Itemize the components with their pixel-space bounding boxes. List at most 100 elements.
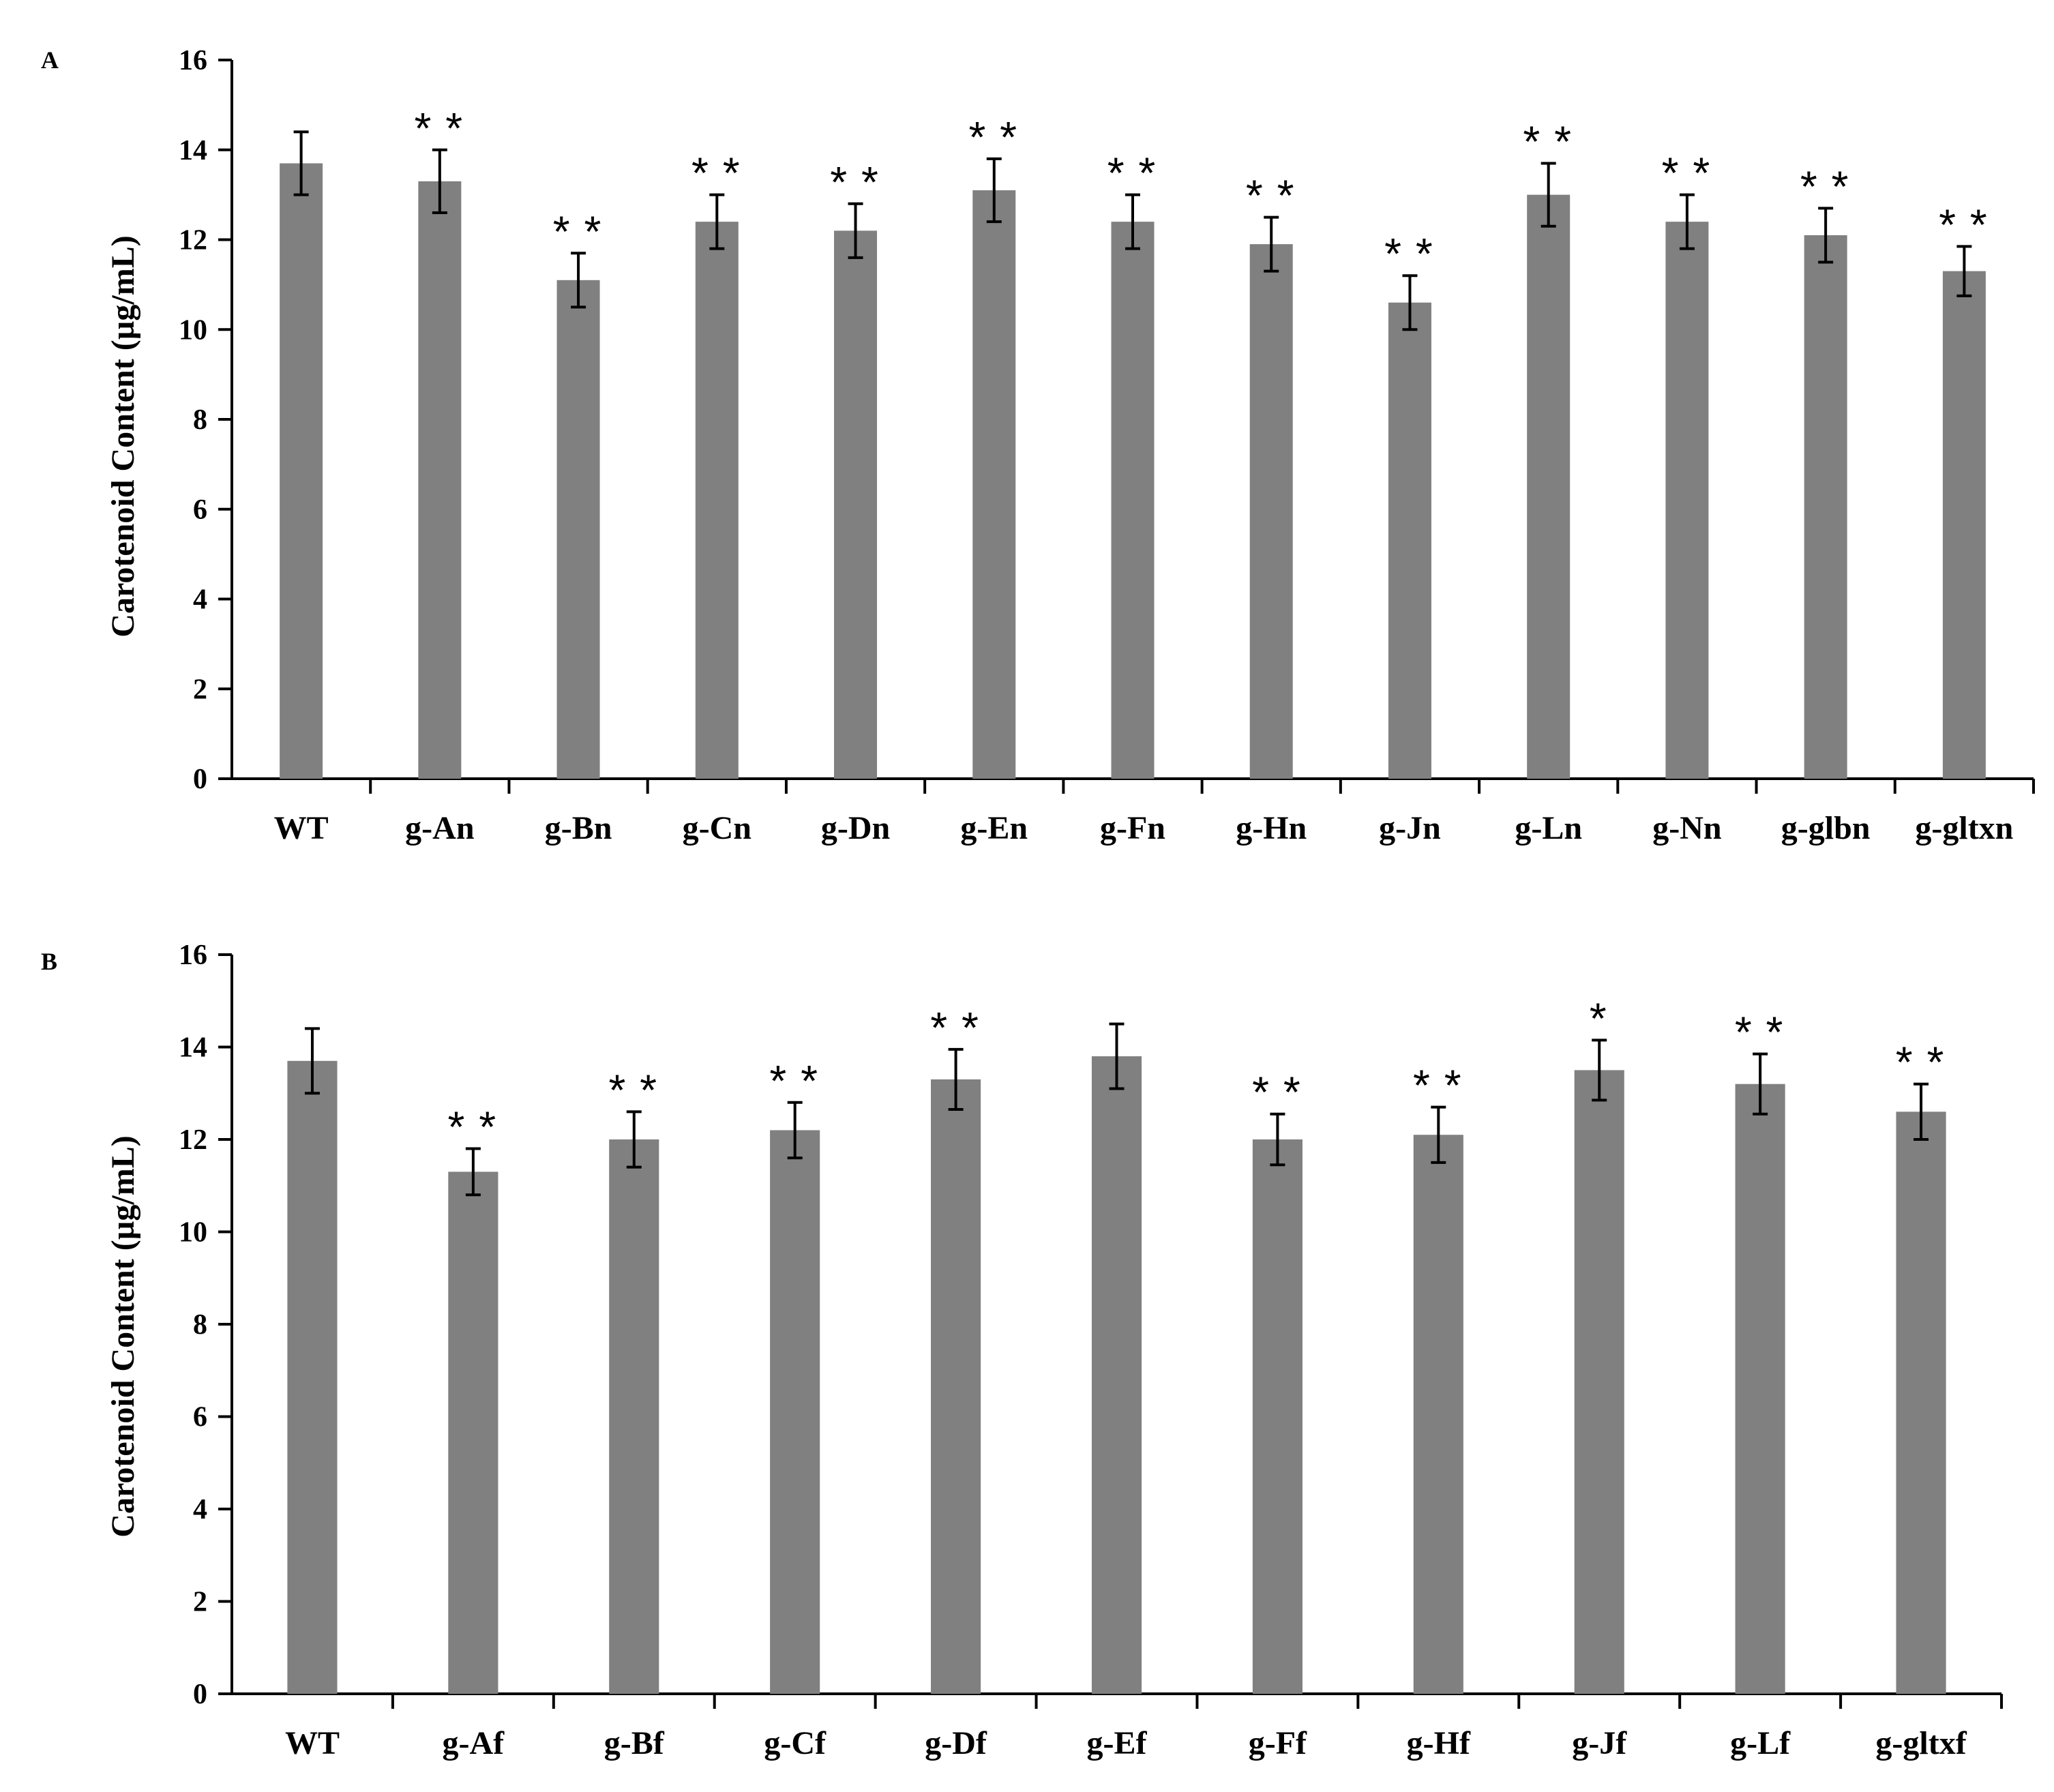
panel-a-bar-wt	[280, 163, 323, 779]
panel-a-error-bar-g-an	[432, 148, 447, 214]
panel-a-significance-g-jn: * *	[1384, 229, 1435, 278]
panel-a-y-tick-label: 16	[179, 45, 207, 76]
panel-a-bar-g-nn	[1665, 222, 1709, 779]
panel-a-bars	[280, 163, 1986, 779]
panel-a-error-bar-g-fn	[1125, 193, 1140, 250]
panel-b-x-label-wt: WT	[285, 1725, 340, 1761]
panel-a-significance-g-dn: * *	[830, 158, 881, 207]
panel-b-y-tick-label: 14	[179, 1032, 207, 1064]
panel-b-y-tick-label: 16	[179, 940, 207, 971]
panel-a-error-bar-g-en	[986, 157, 1002, 224]
panel-b-letter: B	[41, 948, 57, 975]
panel-b-error-bar-g-bf	[626, 1110, 642, 1169]
panel-b-bar-g-hf	[1413, 1135, 1463, 1694]
panel-b-error-bar-g-cf	[787, 1101, 803, 1160]
panel-b-y-axis-label: Carotenoid Content (µg/mL)	[105, 1135, 141, 1537]
panel-b-error-bar-g-hf	[1431, 1105, 1446, 1164]
panel-a-significance-marks: * * * * * * * * * * * * * * * * * * * * * * * *	[415, 104, 1990, 278]
panel-b-significance-marks: * * * * * * * * * * * * * * * * *	[448, 994, 1947, 1152]
panel-b-error-bar-wt	[304, 1027, 320, 1095]
panel-a-error-bar-g-ln	[1540, 162, 1556, 228]
panel-b-significance-g-af: * *	[448, 1103, 499, 1152]
panel-b-x-label-g-cf: g-Cf	[764, 1725, 827, 1761]
panel-a-y-axis-label: Carotenoid Content (µg/mL)	[105, 235, 141, 637]
panel-b-significance-g-hf: * *	[1413, 1061, 1464, 1110]
panel-b-significance-g-bf: * *	[608, 1065, 659, 1114]
panel-a-bar-g-gltxn	[1942, 271, 1986, 779]
panel-a-x-label-g-bn: g-Bn	[545, 810, 612, 846]
panel-b-significance-g-lf: * *	[1735, 1008, 1786, 1057]
panel-b-x-label-g-ff: g-Ff	[1249, 1725, 1307, 1761]
panel-a-x-label-g-glbn: g-glbn	[1781, 810, 1871, 846]
panel-b-bar-g-cf	[770, 1130, 820, 1694]
panel-b-x-label-g-df: g-Df	[925, 1725, 987, 1761]
panel-a-bar-g-bn	[556, 280, 600, 779]
panel-b-y-ticks: 0 2 4 6 8 10 12 14 16	[179, 940, 232, 1710]
panel-a-x-label-g-dn: g-Dn	[821, 810, 890, 846]
panel-a-y-tick-label: 0	[193, 764, 207, 795]
panel-a-error-bar-g-glbn	[1818, 207, 1834, 264]
panel-b-significance-g-cf: * *	[769, 1056, 820, 1105]
panel-a-x-label-g-ln: g-Ln	[1515, 810, 1582, 846]
panel-b-y-tick-label: 8	[193, 1309, 207, 1341]
panel-b-significance-g-jf: *	[1590, 994, 1609, 1043]
panel-b-x-labels: WT g-Af g-Bf g-Cf g-Df g-Ef g-Ff g-Hf g-Jf g-Lf g-…	[285, 1725, 1967, 1761]
panel-b-y-tick-label: 0	[193, 1679, 207, 1710]
panel-a-bar-g-cn	[695, 222, 739, 779]
panel-b-bar-g-gltxf	[1896, 1111, 1946, 1694]
panel-a-error-bar-g-bn	[571, 252, 586, 309]
panel-b-x-label-g-lf: g-Lf	[1730, 1725, 1791, 1761]
panel-b-y-tick-label: 10	[179, 1217, 207, 1249]
panel-a-significance-g-gltxn: * *	[1939, 200, 1990, 249]
panel-a-x-label-g-fn: g-Fn	[1100, 810, 1165, 846]
panel-a-chart: A Carotenoid Content (µg/mL) * * * * * * * …	[41, 45, 2035, 846]
panel-b-x-label-g-hf: g-Hf	[1407, 1725, 1471, 1761]
panel-b-significance-g-df: * *	[930, 1003, 981, 1052]
panel-a-x-label-wt: WT	[274, 810, 329, 846]
panel-a-x-label-g-cn: g-Cn	[683, 810, 751, 846]
panel-a-error-bar-g-cn	[709, 193, 725, 250]
panel-a-significance-g-fn: * *	[1107, 149, 1159, 198]
panel-a-significance-g-en: * *	[968, 113, 1019, 162]
panel-b-x-label-g-bf: g-Bf	[604, 1725, 665, 1761]
panel-a-bar-g-an	[418, 181, 462, 779]
panel-b-x-label-g-af: g-Af	[443, 1725, 505, 1761]
panel-a-bar-g-hn	[1249, 244, 1293, 779]
panel-a-bar-g-jn	[1388, 302, 1431, 779]
panel-b-bar-g-df	[931, 1079, 981, 1694]
panel-a-bar-g-dn	[834, 230, 878, 779]
panel-a-error-bar-g-nn	[1679, 193, 1695, 250]
panel-a-x-label-g-jn: g-Jn	[1379, 810, 1441, 846]
panel-a-bar-g-en	[972, 190, 1016, 779]
panel-a-y-ticks: 0 2 4 6 8 10 12 14 16	[179, 45, 232, 795]
panel-b-bar-g-bf	[609, 1139, 659, 1694]
panel-b-significance-g-ff: * *	[1252, 1068, 1303, 1117]
panel-a-significance-g-cn: * *	[691, 149, 743, 198]
panel-a-letter: A	[41, 46, 59, 74]
panel-b-error-bar-g-gltxf	[1914, 1082, 1929, 1141]
panel-a-significance-g-ln: * *	[1523, 117, 1574, 166]
panel-a-significance-g-glbn: * *	[1800, 162, 1851, 211]
panel-a-significance-g-bn: * *	[553, 207, 604, 256]
panel-b-y-tick-label: 12	[179, 1124, 207, 1156]
panel-a-x-label-g-hn: g-Hn	[1236, 810, 1307, 846]
panel-a-y-tick-label: 2	[193, 674, 207, 705]
panel-b-x-label-g-jf: g-Jf	[1572, 1725, 1627, 1761]
panel-b-bar-g-jf	[1574, 1070, 1624, 1694]
panel-a-x-label-g-nn: g-Nn	[1652, 810, 1721, 846]
panel-a-y-tick-label: 4	[193, 584, 207, 616]
panel-a-x-label-g-en: g-En	[960, 810, 1028, 846]
panel-a-error-bar-g-dn	[848, 202, 863, 259]
panel-b-error-bar-g-ef	[1109, 1022, 1125, 1090]
panel-a-bar-g-glbn	[1804, 235, 1847, 779]
panel-b-bar-wt	[287, 1060, 338, 1694]
panel-b-bar-g-ff	[1252, 1139, 1303, 1694]
panel-a-x-label-g-an: g-An	[405, 810, 474, 846]
panel-b-significance-g-gltxf: * *	[1896, 1038, 1947, 1087]
panel-a-x-labels: WT g-An g-Bn g-Cn g-Dn g-En g-Fn g-Hn g-Jn g-Ln g-…	[274, 810, 2014, 846]
panel-a-y-tick-label: 14	[179, 135, 207, 166]
panel-a-y-tick-label: 12	[179, 225, 207, 256]
panel-b-y-tick-label: 4	[193, 1494, 207, 1525]
panel-a-error-bars	[293, 130, 1972, 331]
